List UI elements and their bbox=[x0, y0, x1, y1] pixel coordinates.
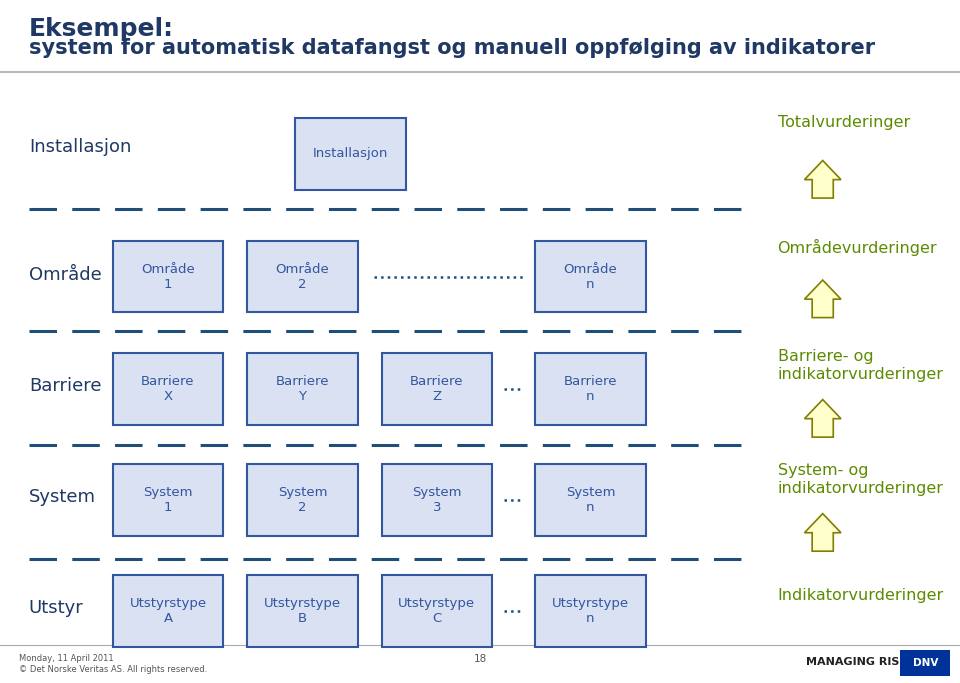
Text: Barriere- og
indikatorvurderinger: Barriere- og indikatorvurderinger bbox=[778, 348, 944, 382]
FancyArrow shape bbox=[804, 280, 841, 318]
FancyBboxPatch shape bbox=[536, 575, 645, 647]
FancyBboxPatch shape bbox=[296, 117, 405, 189]
Text: Områdevurderinger: Områdevurderinger bbox=[778, 239, 937, 255]
FancyBboxPatch shape bbox=[382, 354, 492, 425]
FancyBboxPatch shape bbox=[536, 241, 645, 313]
Text: Barriere
Z: Barriere Z bbox=[410, 376, 464, 403]
Text: Barriere
n: Barriere n bbox=[564, 376, 617, 403]
Text: Eksempel:: Eksempel: bbox=[29, 17, 174, 41]
FancyArrow shape bbox=[804, 514, 841, 551]
Text: Monday, 11 April 2011
© Det Norske Veritas AS. All rights reserved.: Monday, 11 April 2011 © Det Norske Verit… bbox=[19, 654, 207, 674]
FancyBboxPatch shape bbox=[382, 464, 492, 535]
FancyBboxPatch shape bbox=[248, 241, 357, 313]
FancyBboxPatch shape bbox=[536, 464, 645, 535]
Text: Barriere: Barriere bbox=[29, 377, 102, 395]
Text: Barriere
Y: Barriere Y bbox=[276, 376, 329, 403]
Text: 18: 18 bbox=[473, 654, 487, 664]
Text: Totalvurderinger: Totalvurderinger bbox=[778, 115, 910, 130]
FancyBboxPatch shape bbox=[382, 575, 492, 647]
Text: Område
n: Område n bbox=[564, 263, 617, 290]
Text: Utstyrstype
C: Utstyrstype C bbox=[398, 598, 475, 625]
Text: Område
2: Område 2 bbox=[276, 263, 329, 290]
Text: Utstyrstype
n: Utstyrstype n bbox=[552, 598, 629, 625]
Text: Barriere
X: Barriere X bbox=[141, 376, 195, 403]
Text: System
2: System 2 bbox=[277, 486, 327, 514]
FancyBboxPatch shape bbox=[113, 464, 223, 535]
FancyArrow shape bbox=[804, 161, 841, 198]
Text: System
3: System 3 bbox=[412, 486, 462, 514]
Text: system for automatisk datafangst og manuell oppfølging av indikatorer: system for automatisk datafangst og manu… bbox=[29, 38, 875, 57]
Text: Område: Område bbox=[29, 266, 102, 283]
Text: Utstyr: Utstyr bbox=[29, 599, 84, 617]
FancyBboxPatch shape bbox=[113, 354, 223, 425]
Text: Utstyrstype
B: Utstyrstype B bbox=[264, 598, 341, 625]
Text: Utstyrstype
A: Utstyrstype A bbox=[130, 598, 206, 625]
FancyBboxPatch shape bbox=[536, 354, 645, 425]
FancyBboxPatch shape bbox=[900, 650, 950, 676]
Text: Indikatorvurderinger: Indikatorvurderinger bbox=[778, 588, 944, 603]
Text: DNV: DNV bbox=[913, 658, 938, 668]
FancyArrow shape bbox=[804, 400, 841, 437]
Text: MANAGING RISK: MANAGING RISK bbox=[806, 657, 908, 667]
Text: Område
1: Område 1 bbox=[141, 263, 195, 290]
Text: Installasjon: Installasjon bbox=[313, 147, 388, 161]
Text: Installasjon: Installasjon bbox=[29, 138, 132, 156]
Text: System
n: System n bbox=[565, 486, 615, 514]
Text: System: System bbox=[29, 488, 96, 506]
FancyBboxPatch shape bbox=[248, 575, 357, 647]
FancyBboxPatch shape bbox=[248, 464, 357, 535]
Text: System
1: System 1 bbox=[143, 486, 193, 514]
FancyBboxPatch shape bbox=[113, 241, 223, 313]
FancyBboxPatch shape bbox=[113, 575, 223, 647]
FancyBboxPatch shape bbox=[248, 354, 357, 425]
Text: System- og
indikatorvurderinger: System- og indikatorvurderinger bbox=[778, 462, 944, 497]
